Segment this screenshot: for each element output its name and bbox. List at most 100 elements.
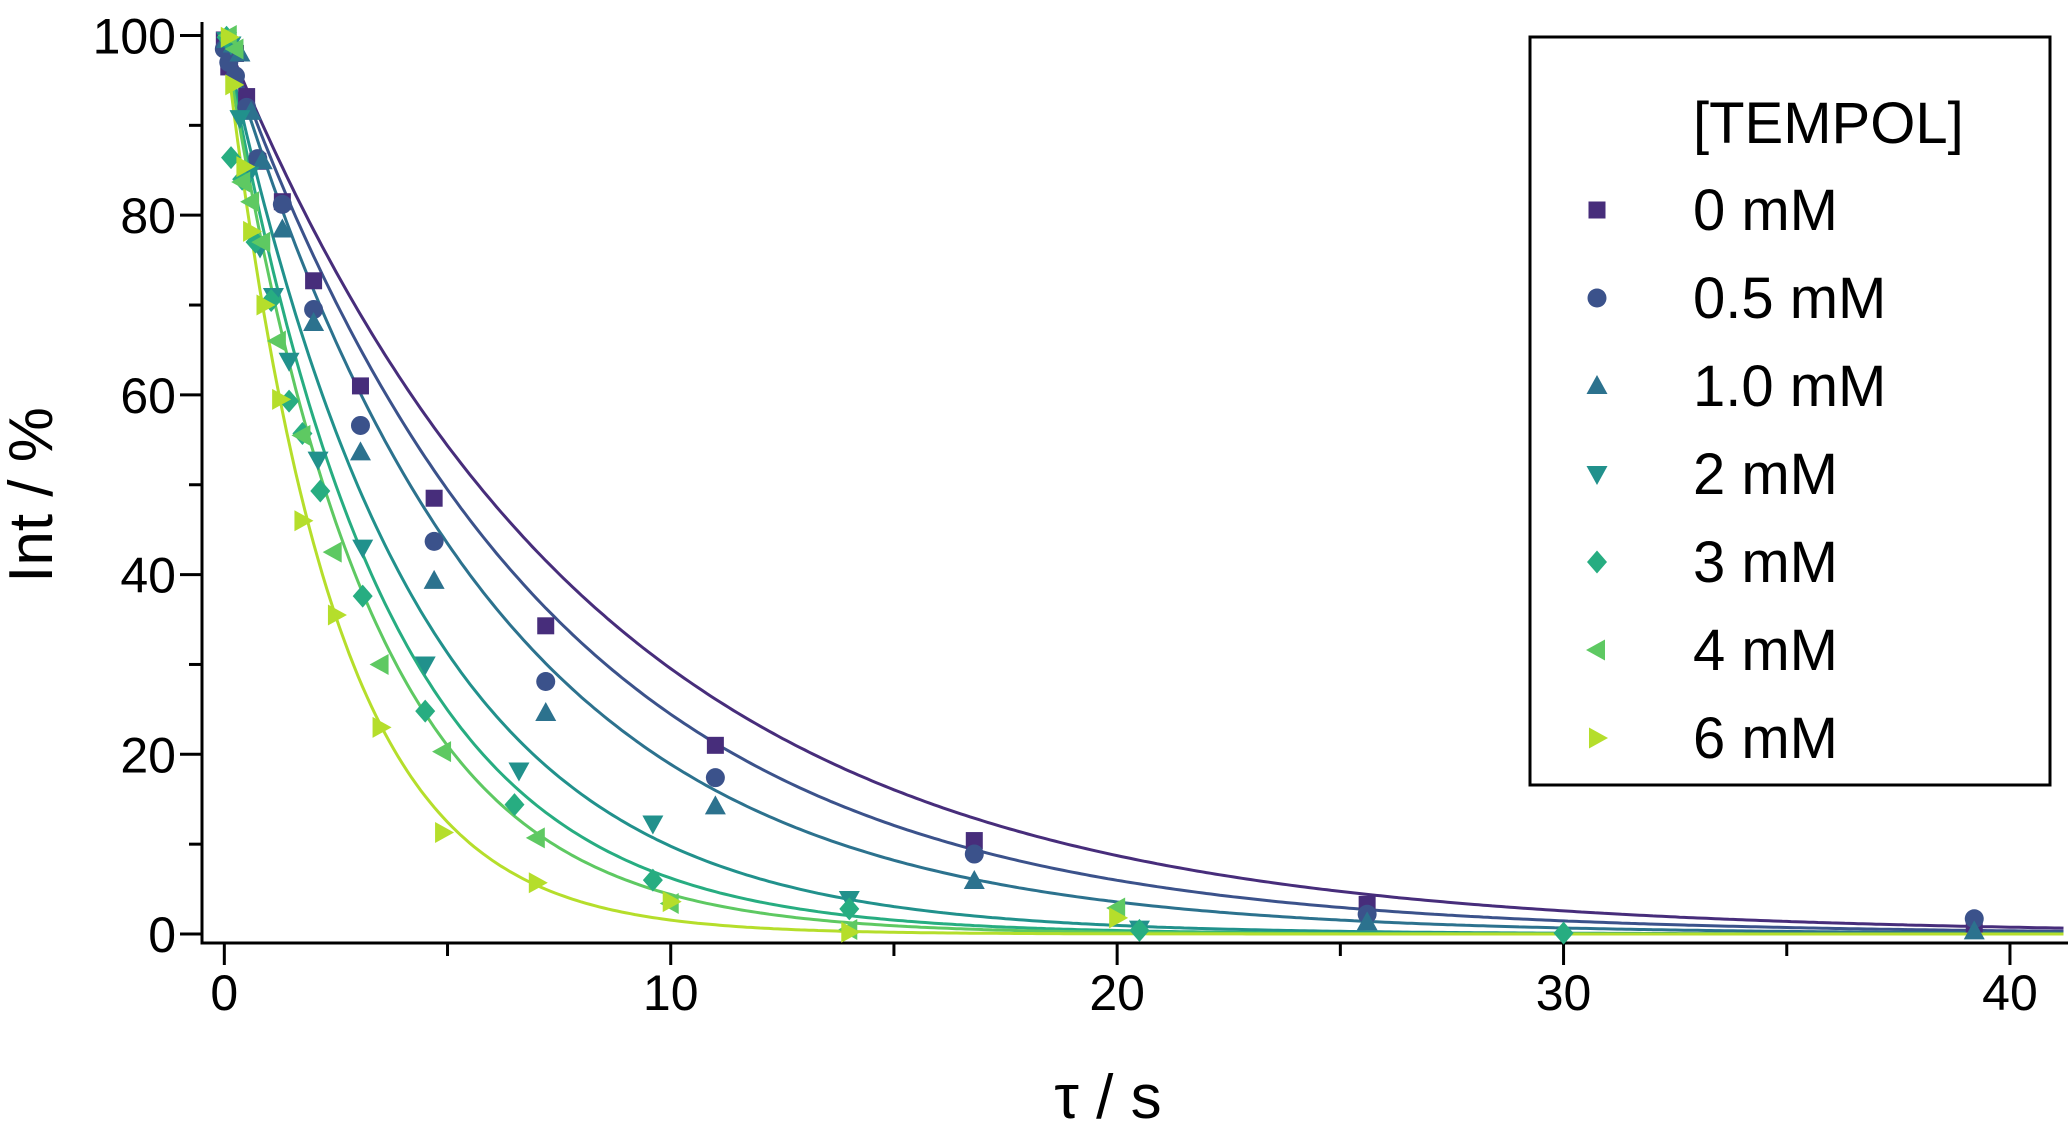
legend-marker [1588, 201, 1606, 219]
legend-label: 0.5 mM [1693, 266, 1886, 331]
data-point [271, 218, 293, 238]
data-point [423, 569, 445, 589]
legend-label: 2 mM [1693, 442, 1838, 507]
data-point [310, 479, 331, 503]
data-point [525, 827, 545, 849]
data-point [251, 231, 271, 253]
data-point [642, 815, 664, 835]
data-point [1356, 911, 1378, 931]
data-point [662, 891, 682, 913]
data-point [352, 539, 374, 559]
data-point [307, 451, 329, 471]
data-point [1109, 907, 1129, 929]
data-point [504, 793, 525, 817]
data-point [221, 146, 242, 170]
data-point [965, 832, 983, 850]
x-tick-label: 20 [1089, 965, 1145, 1021]
data-point [322, 541, 342, 563]
data-point [839, 897, 860, 921]
data-point [220, 26, 240, 48]
legend-label: 0 mM [1693, 178, 1838, 243]
data-point [224, 38, 244, 60]
data-point [291, 424, 311, 446]
data-point [351, 377, 369, 395]
data-point [294, 510, 314, 532]
legend-marker [1586, 466, 1608, 485]
data-points [214, 24, 1985, 945]
data-point [266, 330, 286, 352]
data-point [536, 672, 556, 692]
data-point [231, 171, 251, 193]
fit-curve [222, 34, 2064, 933]
data-point [432, 741, 452, 763]
legend-marker [1586, 375, 1608, 394]
data-point [435, 821, 455, 843]
data-point [535, 701, 557, 721]
data-point [706, 736, 724, 754]
legend-box [1528, 35, 2052, 787]
data-point [1964, 909, 1984, 929]
legend: [TEMPOL] 0 mM 0.5 mM 1.0 mM 2 mM 3 mM 4 mM 6 m… [1528, 35, 2052, 787]
legend-marker [1589, 727, 1608, 749]
data-point [1129, 918, 1150, 942]
data-point [305, 272, 323, 290]
y-tick-label: 80 [120, 188, 176, 244]
data-point [963, 870, 985, 890]
data-point [528, 872, 548, 894]
data-point [705, 768, 725, 788]
data-point [303, 312, 325, 332]
y-axis-title: Int / % [0, 407, 66, 583]
y-tick-label: 0 [148, 907, 176, 963]
legend-marker [1587, 550, 1607, 574]
y-tick-label: 60 [120, 368, 176, 424]
data-point [272, 388, 292, 410]
data-point [508, 762, 530, 782]
data-point [229, 110, 251, 130]
data-point [1553, 921, 1574, 945]
data-point [304, 300, 324, 320]
data-point [424, 531, 444, 551]
data-point [642, 868, 663, 892]
data-point [327, 604, 347, 626]
legend-label: 4 mM [1693, 618, 1838, 683]
legend-marker [1586, 639, 1605, 661]
legend-label: 3 mM [1693, 530, 1838, 595]
legend-title: [TEMPOL] [1693, 91, 1964, 156]
data-point [278, 352, 300, 372]
data-point [352, 584, 373, 608]
x-axis-title: τ / s [1054, 1063, 1161, 1122]
axes: 0 10 20 30 40 0 20 40 60 80 100 [93, 8, 2068, 1021]
data-point [964, 844, 984, 864]
data-point [425, 489, 443, 507]
y-tick-label: 40 [120, 548, 176, 604]
data-point [251, 150, 273, 170]
data-point [256, 294, 276, 316]
legend-label: 1.0 mM [1693, 354, 1886, 419]
data-point [243, 220, 263, 242]
data-point [704, 795, 726, 815]
data-point [415, 699, 436, 723]
fit-curve [222, 34, 2064, 930]
data-point [1106, 897, 1126, 919]
data-point [350, 415, 370, 435]
x-tick-label: 30 [1536, 965, 1592, 1021]
legend-label: 6 mM [1693, 706, 1838, 771]
data-point [272, 194, 292, 214]
data-point [414, 656, 436, 676]
data-point [1963, 920, 1985, 940]
data-point [240, 191, 260, 213]
data-point [279, 389, 300, 413]
data-point [537, 617, 555, 635]
data-point [841, 921, 861, 943]
data-point [369, 653, 389, 675]
data-point [372, 716, 392, 738]
data-point [225, 74, 245, 96]
fit-curve [222, 35, 2064, 935]
x-tick-label: 40 [1982, 965, 2038, 1021]
legend-marker [1587, 288, 1607, 308]
x-tick-label: 0 [210, 965, 238, 1021]
data-point [349, 441, 371, 461]
y-tick-label: 100 [93, 8, 176, 64]
y-tick-label: 20 [120, 727, 176, 783]
